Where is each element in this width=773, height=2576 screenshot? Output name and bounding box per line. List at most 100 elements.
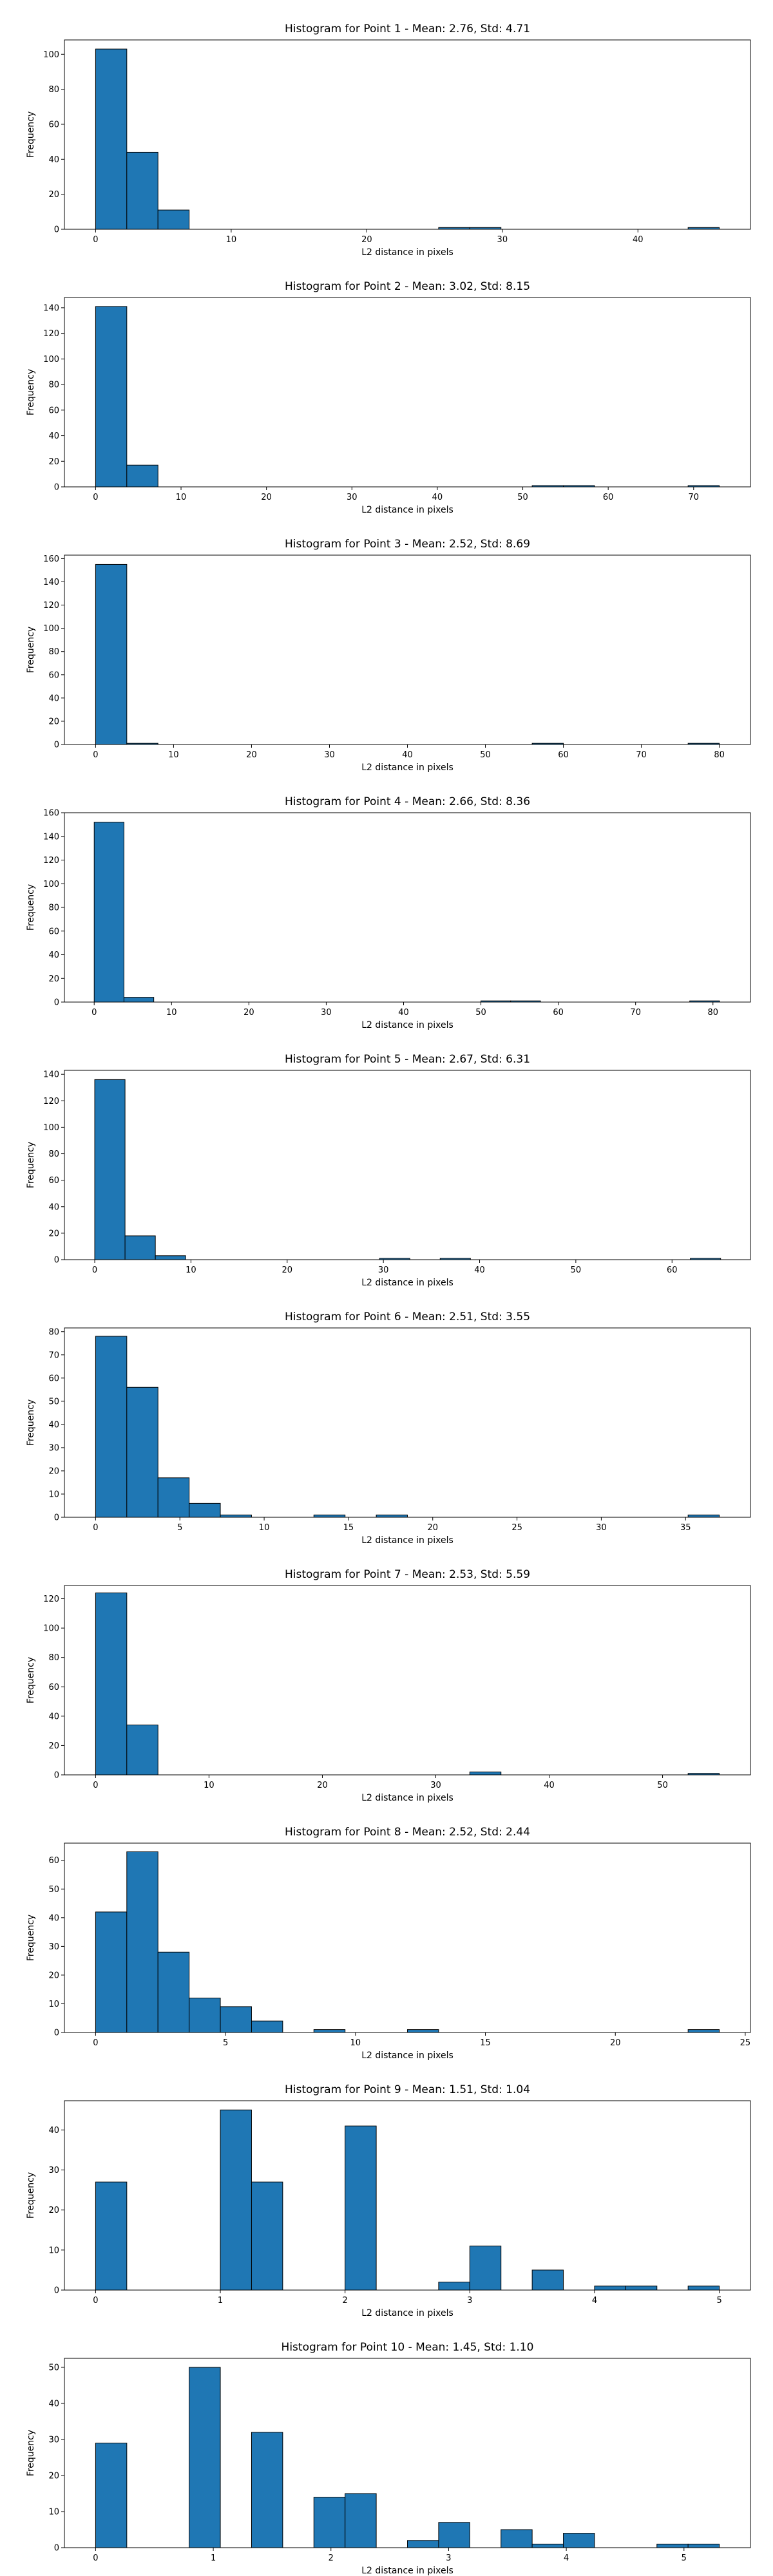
x-tick-label: 0 [93, 2553, 98, 2563]
histogram-bar [126, 151, 158, 230]
x-tick-label: 5 [716, 2296, 721, 2306]
y-tick-label: 120 [43, 601, 59, 611]
y-tick-label: 20 [48, 457, 59, 467]
y-tick-label: 20 [48, 2206, 59, 2215]
y-tick-label: 20 [48, 1971, 59, 1980]
y-axis-label: Frequency [26, 369, 36, 415]
y-tick-label: 60 [48, 1374, 59, 1383]
x-tick-label: 20 [243, 1008, 254, 1018]
x-axis-label: L2 distance in pixels [361, 1278, 453, 1288]
y-tick-label: 140 [43, 303, 59, 313]
histogram-bar [407, 2029, 439, 2033]
histogram-bar [157, 209, 190, 230]
histogram-bar [687, 2029, 720, 2033]
histogram-bar [345, 2493, 377, 2548]
y-tick-label: 100 [43, 355, 59, 365]
x-tick-label: 50 [475, 1008, 486, 1018]
y-tick-label: 100 [43, 880, 59, 889]
y-tick-label: 80 [48, 1653, 59, 1663]
histogram-bar [313, 1514, 346, 1518]
y-tick-label: 100 [43, 624, 59, 634]
histogram-bar [220, 2006, 252, 2033]
x-tick-label: 60 [667, 1265, 678, 1275]
histogram-bar [531, 2543, 564, 2548]
histogram-panel-2: Histogram for Point 2 - Mean: 3.02, Std:… [26, 280, 751, 515]
y-tick-label: 160 [43, 554, 59, 564]
y-tick-label: 0 [54, 1771, 59, 1781]
histogram-panel-6: Histogram for Point 6 - Mean: 2.51, Std:… [26, 1311, 751, 1546]
y-tick-label: 60 [48, 1683, 59, 1692]
x-tick-label: 10 [186, 1265, 196, 1275]
y-axis-label: Frequency [26, 2172, 36, 2219]
y-tick-label: 40 [48, 2400, 59, 2409]
x-tick-label: 50 [517, 493, 528, 502]
y-tick-label: 40 [48, 155, 59, 165]
histogram-panel-8: Histogram for Point 8 - Mean: 2.52, Std:… [26, 1826, 751, 2061]
x-tick-label: 20 [361, 235, 372, 245]
chart-title: Histogram for Point 4 - Mean: 2.66, Std:… [285, 795, 530, 808]
y-axis-label: Frequency [26, 111, 36, 158]
y-tick-label: 60 [48, 120, 59, 129]
y-tick-label: 140 [43, 832, 59, 842]
histogram-bar [189, 2367, 221, 2548]
histogram-bar [220, 2109, 252, 2291]
y-axis-label: Frequency [26, 1657, 36, 1703]
x-tick-label: 20 [282, 1265, 293, 1275]
plot-frame [64, 1842, 751, 2033]
y-tick-label: 100 [43, 1123, 59, 1133]
y-tick-label: 50 [48, 2363, 59, 2373]
histogram-bar [126, 1725, 158, 1776]
y-tick-label: 120 [43, 1097, 59, 1106]
histogram-bar [687, 1514, 720, 1518]
y-tick-label: 60 [48, 1856, 59, 1866]
y-axis-label: Frequency [26, 1915, 36, 1961]
histogram-panel-10: Histogram for Point 10 - Mean: 1.45, Std… [26, 2341, 751, 2576]
plot-frame [64, 1327, 751, 1518]
histogram-bar [126, 464, 158, 488]
x-tick-label: 0 [91, 1008, 97, 1018]
y-tick-label: 160 [43, 809, 59, 819]
histogram-bar [189, 1998, 221, 2033]
y-tick-label: 70 [48, 1350, 59, 1360]
x-tick-label: 1 [218, 2296, 223, 2306]
x-tick-label: 40 [398, 1008, 409, 1018]
y-tick-label: 10 [48, 2508, 59, 2517]
x-tick-label: 70 [630, 1008, 641, 1018]
y-tick-label: 0 [54, 741, 59, 750]
y-tick-label: 30 [48, 1443, 59, 1453]
histogram-bar [95, 1911, 128, 2033]
x-tick-label: 0 [93, 493, 98, 502]
y-tick-label: 50 [48, 1885, 59, 1895]
histogram-bar [251, 2020, 283, 2033]
histogram-bar [95, 2443, 128, 2548]
chart-title: Histogram for Point 9 - Mean: 1.51, Std:… [285, 2083, 530, 2096]
x-tick-label: 2 [329, 2553, 334, 2563]
histogram-bar [126, 1387, 158, 1518]
y-tick-label: 80 [48, 381, 59, 390]
y-tick-label: 140 [43, 1070, 59, 1080]
y-axis-label: Frequency [26, 627, 36, 673]
histogram-bar [126, 1851, 158, 2033]
x-tick-label: 70 [636, 750, 647, 760]
y-tick-label: 20 [48, 717, 59, 726]
histogram-bar [220, 1514, 252, 1518]
histogram-bar [407, 2540, 439, 2548]
y-axis-label: Frequency [26, 1399, 36, 1446]
y-tick-label: 0 [54, 998, 59, 1008]
y-tick-label: 40 [48, 1202, 59, 1212]
x-tick-label: 2 [343, 2296, 348, 2306]
histogram-panel-7: Histogram for Point 7 - Mean: 2.53, Std:… [26, 1568, 751, 1803]
histogram-panel-5: Histogram for Point 5 - Mean: 2.67, Std:… [26, 1053, 751, 1288]
y-tick-label: 60 [48, 406, 59, 415]
histogram-panel-9: Histogram for Point 9 - Mean: 1.51, Std:… [26, 2083, 751, 2318]
x-tick-label: 30 [596, 1523, 607, 1533]
x-tick-label: 0 [93, 2296, 98, 2306]
x-tick-label: 50 [657, 1781, 668, 1790]
y-tick-label: 20 [48, 974, 59, 984]
x-axis-label: L2 distance in pixels [361, 505, 453, 515]
y-tick-label: 0 [54, 2029, 59, 2038]
x-tick-label: 50 [571, 1265, 582, 1275]
x-tick-label: 3 [446, 2553, 451, 2563]
y-tick-label: 20 [48, 1741, 59, 1751]
histogram-bar [563, 2533, 595, 2548]
